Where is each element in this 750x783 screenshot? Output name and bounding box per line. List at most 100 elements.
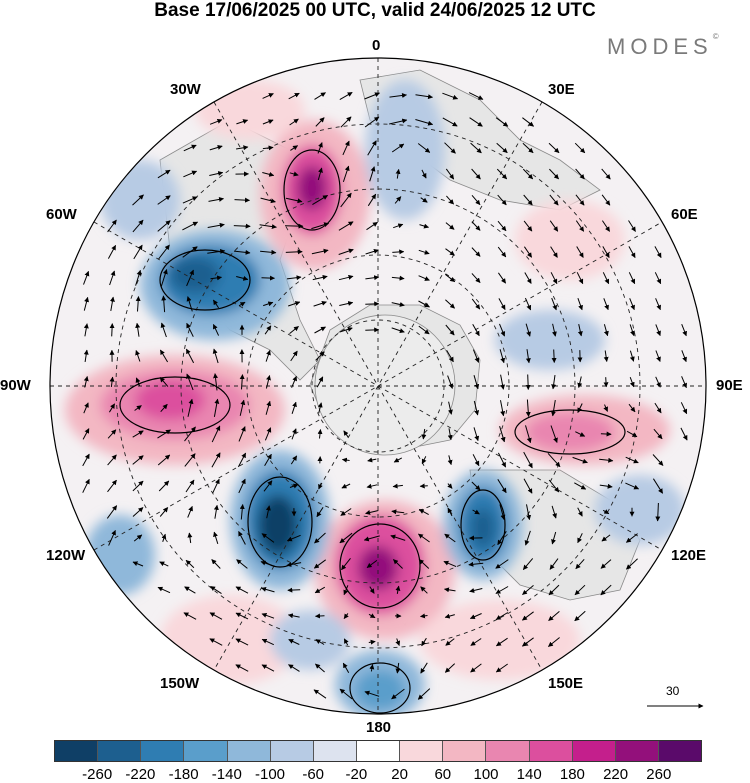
wind-vector [629, 298, 635, 311]
wind-vector [551, 505, 557, 519]
wind-vector [389, 92, 407, 98]
wind-vector [212, 299, 220, 309]
wind-vector [499, 426, 506, 443]
wind-vector [368, 613, 376, 619]
wind-vector [182, 196, 198, 204]
wind-vector [211, 425, 221, 443]
colorbar-tick-label: 20 [391, 766, 408, 783]
wind-vector [575, 220, 585, 232]
wind-vector [260, 197, 276, 204]
wind-vector [473, 427, 480, 442]
wind-vector [366, 559, 378, 569]
wind-vector [550, 272, 558, 285]
wind-vector [495, 612, 509, 620]
wind-vector [603, 298, 609, 311]
wind-vector [314, 326, 326, 334]
wind-vector [184, 586, 196, 594]
wind-vector [471, 168, 481, 180]
wind-vector [600, 559, 612, 569]
wind-vector [341, 483, 351, 489]
wind-vector [522, 558, 534, 570]
wind-vector [469, 588, 483, 593]
wind-vector [159, 507, 169, 517]
wind-vector [445, 168, 455, 180]
wind-vector [83, 323, 89, 337]
wind-vector [601, 220, 611, 232]
wind-vector [289, 326, 299, 334]
colorbar-tick-label: 140 [516, 766, 542, 783]
wind-vector [628, 220, 636, 232]
wind-vector [313, 559, 326, 569]
wind-vector [500, 374, 506, 390]
wind-vector [313, 300, 327, 307]
lon-label-150e: 150E [548, 675, 584, 692]
wind-vector [340, 192, 352, 208]
wind-vector [418, 325, 430, 335]
wind-vector [367, 457, 377, 463]
colorbar-swatch [529, 741, 573, 761]
wind-vector [185, 479, 195, 493]
wind-vector [342, 140, 350, 156]
wind-vector [238, 478, 246, 494]
wind-vector [83, 349, 89, 362]
wind-vector [212, 348, 219, 364]
wind-vector [312, 274, 328, 281]
wind-vector [418, 300, 430, 308]
wind-vector [420, 586, 428, 594]
wind-vector [654, 402, 662, 414]
lon-label-30w: 30W [170, 81, 201, 98]
wind-vector [264, 427, 272, 441]
wind-vector [497, 452, 507, 468]
wind-vector [445, 638, 455, 646]
wind-vector [290, 145, 299, 151]
wind-vector [392, 483, 403, 489]
wind-vector [551, 375, 557, 390]
wind-vector [681, 376, 687, 389]
anomaly-positive-atlantic-north [195, 80, 305, 140]
wind-vector [161, 295, 167, 313]
wind-vector [265, 349, 271, 362]
wind-vector [471, 481, 481, 491]
wind-vector [470, 663, 482, 673]
wind-vector [551, 349, 557, 363]
wind-vector [318, 482, 323, 490]
wind-vector [572, 456, 588, 464]
wind-vector [600, 584, 612, 596]
wind-vector [652, 478, 664, 494]
wind-vector [522, 585, 534, 595]
wind-vector [525, 349, 531, 364]
wind-vector [186, 269, 194, 287]
wind-vector [472, 324, 480, 337]
wind-vector [415, 119, 434, 126]
wind-vector [524, 297, 532, 311]
circulation-pacific-east [119, 376, 231, 434]
wind-vector [548, 637, 560, 647]
circulation-indian [514, 409, 626, 455]
wind-vector [262, 145, 274, 151]
wind-vector [234, 197, 250, 203]
lon-label-30e: 30E [548, 81, 575, 98]
wind-vector [391, 143, 405, 153]
wind-vector [365, 301, 380, 307]
wind-vector [446, 195, 454, 205]
wind-vector [107, 429, 117, 439]
colorbar-tick-label: 260 [646, 766, 672, 783]
wind-vector [211, 559, 221, 569]
wind-vector [209, 638, 223, 646]
wind-vector [340, 116, 352, 128]
colorbar-tick-label: -220 [125, 766, 156, 783]
wind-vector [316, 376, 324, 388]
wind-vector [391, 509, 405, 515]
wind-vector [209, 119, 223, 125]
wind-vector [655, 376, 661, 388]
wind-vector [135, 350, 141, 362]
circulation-south [349, 662, 411, 714]
wind-vector [550, 246, 558, 258]
wind-vector [417, 533, 430, 543]
wind-vector [313, 689, 327, 699]
wind-vector [421, 169, 427, 179]
wind-vector [340, 508, 352, 516]
wind-vector [82, 453, 90, 467]
wind-vector [261, 613, 275, 619]
anomaly-negative-chile-peak [170, 257, 220, 293]
